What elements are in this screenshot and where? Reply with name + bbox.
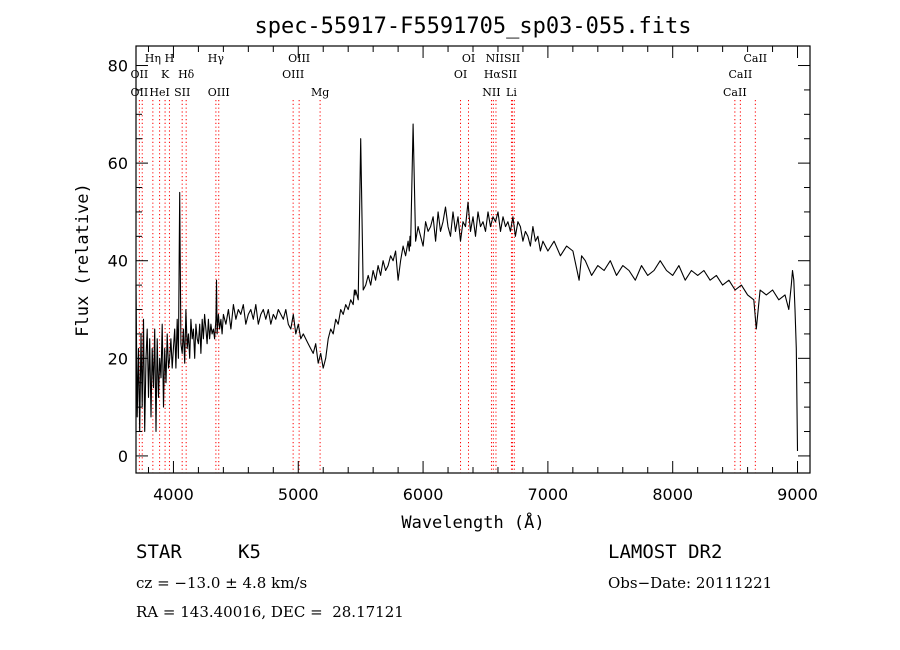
x-axis-title: Wavelength (Å) — [401, 511, 544, 533]
y-tick-label: 40 — [108, 252, 128, 271]
x-tick-label: 5000 — [278, 485, 319, 504]
spectrum-series-line — [135, 123, 799, 452]
line-label: K — [161, 68, 170, 81]
line-label: OI — [454, 68, 467, 81]
y-axis-title: Flux (relative) — [73, 183, 93, 337]
observation-date: Obs−Date: 20111221 — [608, 574, 773, 592]
line-label: HeI — [149, 86, 169, 99]
line-label: OII — [131, 86, 149, 99]
plot-frame — [135, 45, 811, 474]
line-label: H — [165, 52, 175, 65]
line-label: Hγ — [208, 52, 225, 65]
line-label: OIII — [282, 68, 304, 81]
y-tick-label: 0 — [118, 447, 128, 466]
line-label: Li — [506, 86, 517, 99]
coordinates: RA = 143.40016, DEC = 28.17121 — [136, 603, 404, 621]
line-label: CaII — [723, 86, 747, 99]
line-label: Mg — [311, 86, 329, 99]
object-subclass: K5 — [238, 541, 261, 563]
line-label: CaII — [729, 68, 753, 81]
line-label: OIII — [208, 86, 230, 99]
y-tick-label: 80 — [108, 57, 128, 76]
x-tick-label: 6000 — [403, 485, 444, 504]
x-tick-label: 9000 — [777, 485, 818, 504]
line-label: NII — [482, 86, 500, 99]
object-class: STAR — [136, 541, 182, 563]
axis-ticks — [136, 46, 810, 473]
line-label: OI — [462, 52, 475, 65]
spectral-line-markers — [138, 100, 756, 473]
line-label: CaII — [743, 52, 767, 65]
survey-name: LAMOST DR2 — [608, 541, 723, 563]
axis-tick-labels: 4000 5000 6000 7000 8000 9000 0 20 40 60 80 — [108, 57, 818, 504]
x-tick-label: 4000 — [153, 485, 194, 504]
line-label: OIII — [288, 52, 310, 65]
y-tick-label: 20 — [108, 349, 128, 368]
x-tick-label: 8000 — [652, 485, 693, 504]
line-label: OII — [131, 68, 149, 81]
redshift-velocity: cz = −13.0 ± 4.8 km/s — [136, 574, 308, 592]
line-label: Hδ — [178, 68, 195, 81]
x-tick-label: 7000 — [528, 485, 569, 504]
y-tick-label: 60 — [108, 154, 128, 173]
line-label: HαSII — [484, 68, 517, 81]
chart-title: spec-55917-F5591705_sp03-055.fits — [254, 14, 691, 39]
line-label: Hη — [145, 52, 161, 65]
line-label: SII — [174, 86, 190, 99]
line-label: NIISII — [486, 52, 521, 65]
